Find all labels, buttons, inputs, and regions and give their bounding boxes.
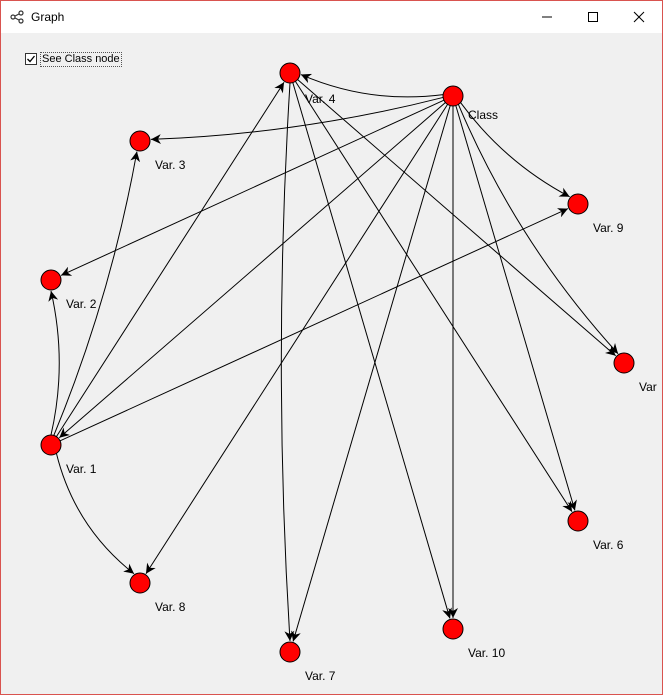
edge-v1-v9 xyxy=(59,208,569,442)
edge-v4-v6 xyxy=(294,81,573,513)
node-label-v10: Var. 10 xyxy=(468,646,505,660)
edge-class-v8 xyxy=(145,104,449,575)
title-bar[interactable]: Graph xyxy=(1,1,662,33)
edge-v4-v5 xyxy=(297,79,617,357)
node-label-v2: Var. 2 xyxy=(66,297,97,311)
node-label-v6: Var. 6 xyxy=(593,538,624,552)
edge-v4-v7 xyxy=(280,82,295,642)
graph-canvas: Class Var. 4 Var. 3 Var. 2 Var. 1 Var. 8 Var. … xyxy=(40,62,657,683)
close-button[interactable] xyxy=(616,1,662,33)
node-class[interactable] xyxy=(442,85,464,107)
edge-class-v5 xyxy=(457,104,619,355)
edge-class-v4 xyxy=(300,73,444,98)
node-v2[interactable] xyxy=(40,269,62,291)
node-label-v3: Var. 3 xyxy=(155,158,186,172)
node-v5[interactable] xyxy=(613,352,635,374)
edge-v4-v10 xyxy=(292,82,452,619)
see-class-node-checkbox[interactable] xyxy=(25,53,37,65)
node-v6[interactable] xyxy=(567,510,589,532)
edge-class-v7 xyxy=(291,105,451,642)
minimize-icon xyxy=(542,16,552,18)
close-icon xyxy=(633,11,645,23)
minimize-button[interactable] xyxy=(524,1,570,33)
maximize-icon xyxy=(588,12,598,22)
node-label-v1: Var. 1 xyxy=(66,462,97,476)
window-title: Graph xyxy=(31,10,65,24)
edge-v1-v3 xyxy=(53,151,141,436)
node-label-v5: Var xyxy=(639,380,657,394)
node-v8[interactable] xyxy=(129,572,151,594)
edge-class-v6 xyxy=(455,105,577,511)
graph-panel: Class Var. 4 Var. 3 Var. 2 Var. 1 Var. 8 Var. … xyxy=(1,33,662,694)
node-label-v9: Var. 9 xyxy=(593,221,624,235)
node-label-v4: Var. 4 xyxy=(305,92,336,106)
graph-share-icon xyxy=(10,10,24,24)
see-class-node-toggle[interactable]: See Class node xyxy=(25,51,122,67)
node-label-class: Class xyxy=(468,108,498,122)
edge-class-v3 xyxy=(150,96,444,145)
edge-class-v1 xyxy=(58,102,446,439)
node-label-v8: Var. 8 xyxy=(155,600,186,614)
node-v4[interactable] xyxy=(279,62,301,84)
node-v7[interactable] xyxy=(279,641,301,663)
node-v10[interactable] xyxy=(442,618,464,640)
edge-v1-v2 xyxy=(48,290,60,436)
edge-class-v9 xyxy=(460,102,570,198)
checkmark-icon xyxy=(27,55,36,63)
edge-class-v2 xyxy=(60,99,445,276)
see-class-node-label: See Class node xyxy=(40,51,122,67)
node-v3[interactable] xyxy=(129,130,151,152)
maximize-button[interactable] xyxy=(570,1,616,33)
node-v9[interactable] xyxy=(567,193,589,215)
node-label-v7: Var. 7 xyxy=(305,669,336,683)
edge-v1-v4 xyxy=(55,81,285,437)
edge-v1-v8 xyxy=(55,453,135,575)
node-v1[interactable] xyxy=(40,434,62,456)
